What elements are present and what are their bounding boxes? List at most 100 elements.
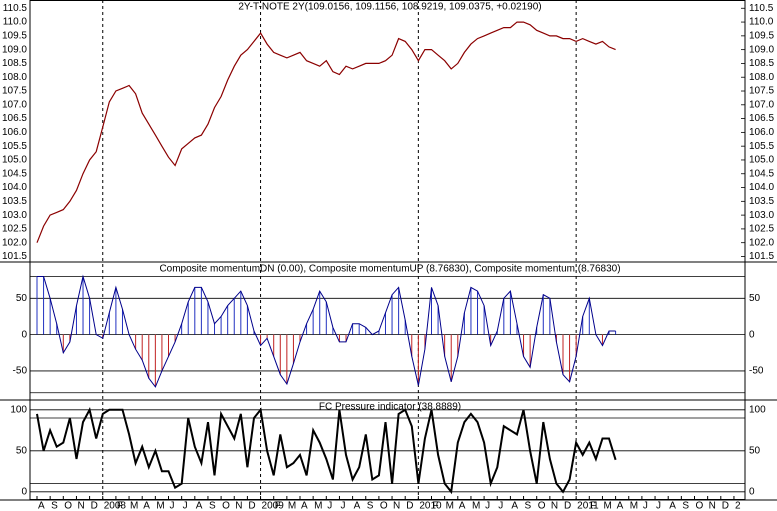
x-tick-label: F [117,501,123,511]
x-tick-label: N [235,501,242,511]
x-tick-label: M [603,501,611,511]
y-tick-label: 104.5 [2,168,27,179]
y-tick-label: 50 [16,445,28,456]
x-tick-label: N [551,501,558,511]
x-tick-label: A [669,501,676,511]
x-tick-label: A [617,501,624,511]
chart-title: 2Y-T-NOTE 2Y(109.0156, 109.1156, 108.921… [238,2,541,13]
x-tick-label: M [156,501,164,511]
x-tick-label: S [525,501,532,511]
y-tick-label: 0 [21,486,27,497]
x-tick-label: 2009 [262,501,285,511]
y-tick-label: 102.0 [749,237,774,248]
x-tick-label: N [709,501,716,511]
y-tick-label: 102.5 [749,224,774,235]
x-tick-label: J [183,501,188,511]
x-tick-label: A [459,501,466,511]
data-line [36,406,617,495]
y-tick-label: 106.0 [2,127,27,138]
y-tick-label: 50 [749,445,761,456]
y-tick-label: 103.5 [2,196,27,207]
x-tick-label: 2010 [419,501,442,511]
chart-title: FC Pressure indicator (38.8889) [319,402,461,413]
y-tick-label: 108.0 [2,72,27,83]
x-tick-label: F [590,501,596,511]
x-tick-label: A [196,501,203,511]
y-tick-label: 108.0 [749,72,774,83]
y-tick-label: 102.5 [2,224,27,235]
y-tick-label: 0 [21,329,27,340]
y-tick-label: 50 [749,293,761,304]
x-tick-label: M [630,501,638,511]
x-tick-label: 2008 [104,501,127,511]
y-tick-label: 101.5 [2,251,27,262]
x-tick-label: O [222,501,230,511]
x-tick-label: J [656,501,661,511]
x-tick-label: S [51,501,58,511]
data-line [36,21,616,243]
y-tick-label: 109.0 [749,44,774,55]
y-tick-label: 108.5 [749,58,774,69]
x-tick-label: A [354,501,361,511]
x-tick-label: D [91,501,98,511]
y-tick-label: 105.5 [749,141,774,152]
x-tick-label: M [314,501,322,511]
y-tick-label: -50 [13,366,28,377]
y-tick-label: 105.0 [749,155,774,166]
y-tick-label: 107.0 [749,99,774,110]
y-tick-label: 103.0 [2,210,27,221]
y-tick-label: 103.5 [749,196,774,207]
x-tick-label: N [393,501,400,511]
y-tick-label: 103.0 [749,210,774,221]
x-tick-label: F [433,501,439,511]
x-tick-label: 2011 [577,501,599,511]
x-tick-label: D [722,501,729,511]
y-tick-label: 104.5 [749,168,774,179]
y-tick-label: 104.0 [2,182,27,193]
x-tick-label: F [275,501,281,511]
x-tick-label: 2 [735,501,741,511]
x-tick-label: S [682,501,689,511]
y-tick-label: 107.0 [2,99,27,110]
x-tick-label: A [38,501,45,511]
y-tick-label: 100 [749,404,766,415]
y-tick-label: 110.0 [3,17,28,28]
y-tick-label: 108.5 [2,58,27,69]
x-tick-label: M [130,501,138,511]
x-tick-label: O [380,501,388,511]
x-tick-label: M [472,501,480,511]
x-tick-label: A [511,501,518,511]
y-tick-label: 109.0 [2,44,27,55]
y-tick-label: 109.5 [2,30,27,41]
x-tick-label: A [301,501,308,511]
y-tick-label: 0 [749,329,755,340]
y-tick-label: 110.5 [3,3,28,14]
x-tick-label: J [170,501,175,511]
x-tick-label: N [77,501,84,511]
y-tick-label: 50 [16,293,28,304]
y-tick-label: 106.5 [749,113,774,124]
y-tick-label: 0 [749,486,755,497]
x-tick-label: J [643,501,648,511]
x-tick-label: A [143,501,150,511]
y-tick-label: 107.5 [2,86,27,97]
x-tick-label: D [406,501,413,511]
y-tick-label: 105.5 [2,141,27,152]
x-tick-label: J [327,501,332,511]
x-tick-label: J [340,501,345,511]
data-line [37,274,616,388]
y-tick-label: 102.0 [2,237,27,248]
x-tick-label: M [288,501,296,511]
y-tick-label: 101.5 [749,251,774,262]
x-tick-label: O [538,501,546,511]
frame [29,0,746,500]
x-tick-label: J [498,501,503,511]
x-tick-label: M [446,501,454,511]
x-tick-label: J [485,501,490,511]
y-tick-label: 110.5 [749,3,774,14]
y-tick-label: 106.5 [2,113,27,124]
x-tick-label: S [209,501,216,511]
y-tick-label: 110.0 [749,17,774,28]
y-tick-label: -50 [749,366,764,377]
y-tick-label: 106.0 [749,127,774,138]
